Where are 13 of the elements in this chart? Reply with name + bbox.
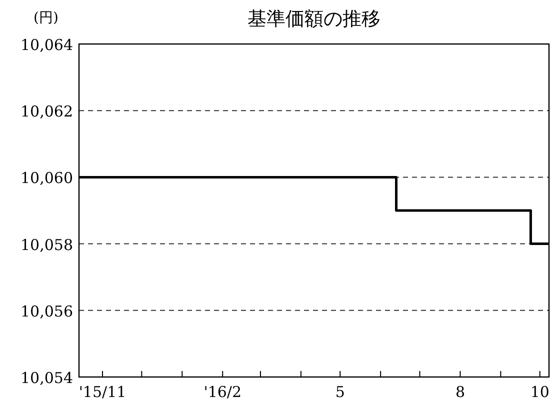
y-tick-label: 10,062 [20, 102, 73, 121]
y-tick-label: 10,060 [20, 169, 73, 188]
x-tick-label: 10 [530, 383, 550, 401]
chart-title: 基準価額の推移 [248, 8, 380, 30]
x-tick-label: '15/11 [78, 383, 126, 401]
y-tick-label: 10,058 [20, 236, 73, 254]
y-tick-label: 10,056 [20, 302, 73, 320]
x-tick-label: 8 [455, 383, 465, 401]
x-tick-label: 5 [335, 383, 345, 401]
x-tick-label: '16/2 [204, 383, 242, 401]
y-axis-title: (円) [34, 10, 58, 26]
y-tick-label: 10,064 [20, 36, 73, 54]
y-tick-label: 10,054 [20, 369, 73, 387]
